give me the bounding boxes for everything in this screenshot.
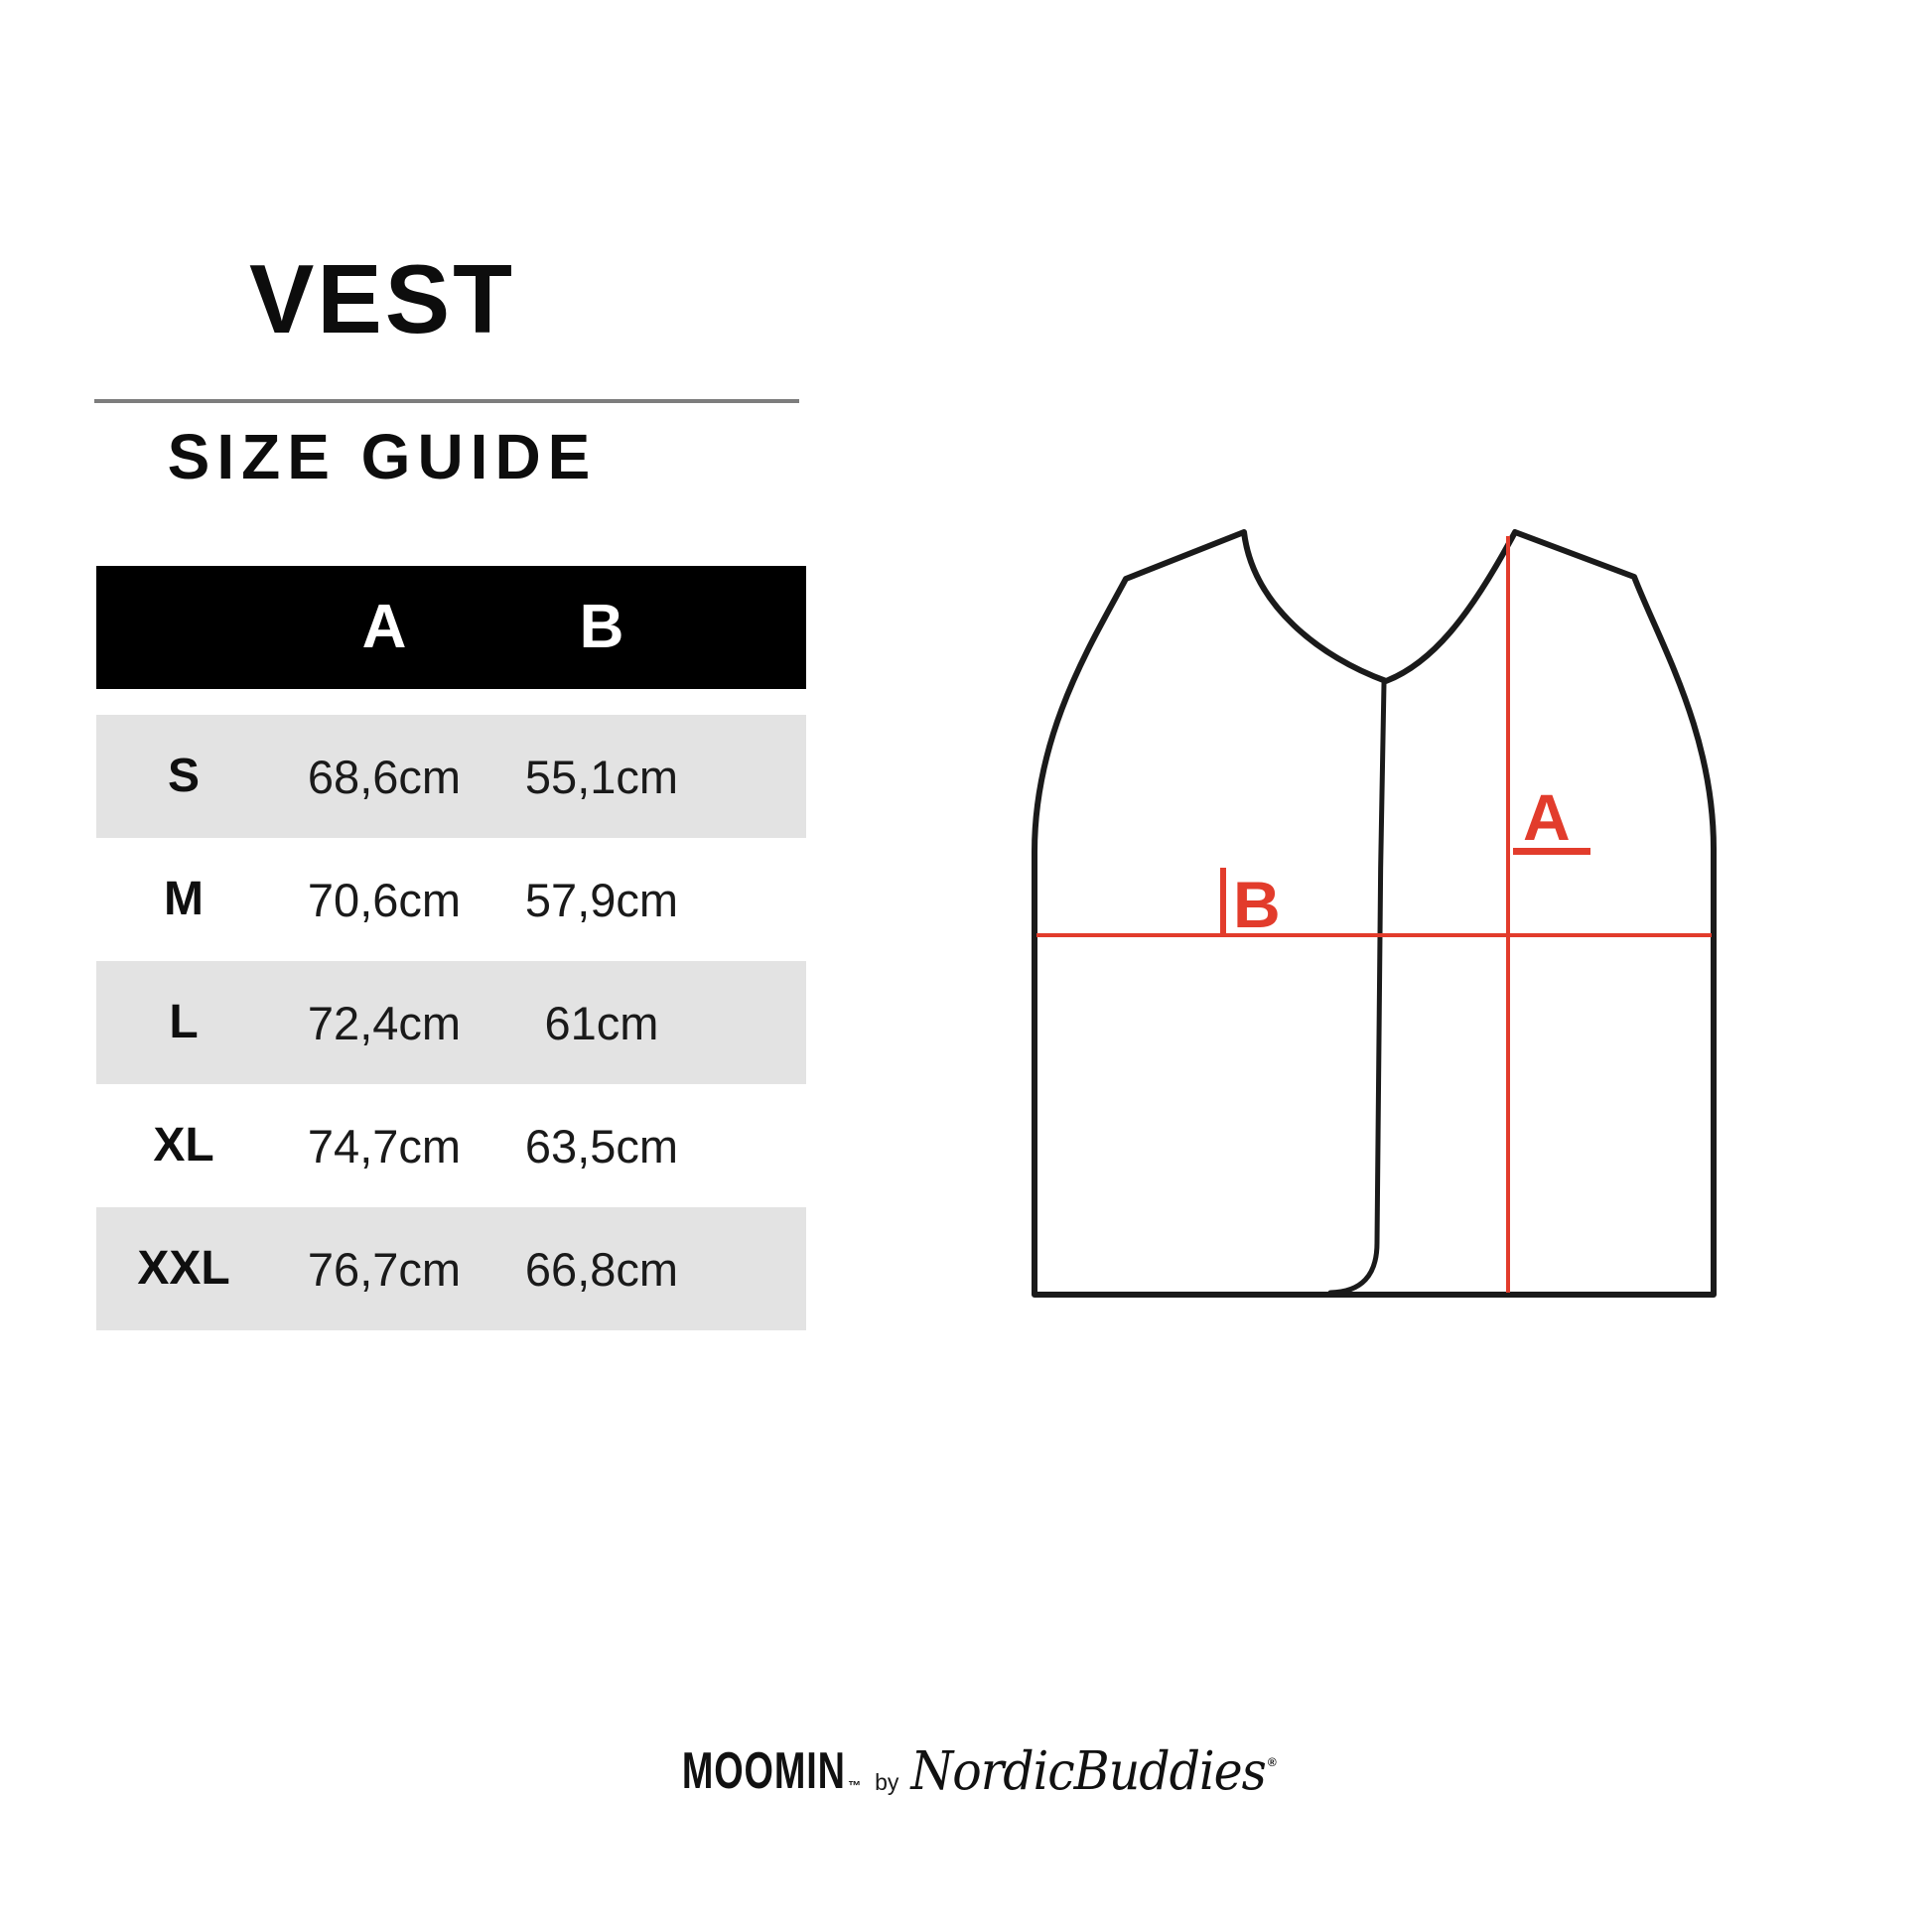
brand-logo: MOOMIN ™ by NordicBuddies ®: [0, 1740, 1932, 1802]
header-cell-a: A: [361, 593, 407, 661]
size-cell: XXL: [137, 1242, 230, 1295]
label-a: A: [1523, 780, 1571, 854]
size-table: A B S 68,6cm 55,1cm M 70,6cm 57,9cm L 72…: [96, 566, 806, 1330]
vest-center-front-line: [1327, 680, 1387, 1296]
measurement-a-cell: 76,7cm: [307, 1242, 462, 1296]
measurement-b-cell: 66,8cm: [524, 1242, 679, 1296]
vest-outline: [1032, 529, 1717, 1298]
size-cell: M: [164, 873, 204, 925]
size-cell: S: [167, 750, 200, 802]
table-row-xxl: XXL 76,7cm 66,8cm: [96, 1207, 806, 1330]
measurement-b-cell: 57,9cm: [524, 873, 679, 926]
logo-by-text: by: [875, 1769, 899, 1795]
size-cell: XL: [153, 1119, 214, 1172]
measurement-a-cell: 70,6cm: [307, 873, 462, 926]
table-row-m: M 70,6cm 57,9cm: [96, 838, 806, 961]
page-title: VEST: [249, 244, 515, 353]
table-row-s: S 68,6cm 55,1cm: [96, 715, 806, 838]
page-subtitle: SIZE GUIDE: [167, 421, 598, 492]
size-cell: L: [169, 996, 199, 1048]
measurement-a-cell: 74,7cm: [307, 1119, 462, 1173]
table-row-l: L 72,4cm 61cm: [96, 961, 806, 1084]
measurement-b-cell: 55,1cm: [524, 750, 679, 803]
trademark-symbol: ™: [848, 1778, 862, 1793]
title-divider-line: [94, 399, 799, 403]
table-row-xl: XL 74,7cm 63,5cm: [96, 1084, 806, 1207]
measurement-a-cell: 72,4cm: [307, 996, 462, 1049]
header-cell-b: B: [579, 593, 624, 661]
vest-diagram: A B: [1032, 529, 1717, 1298]
moomin-wordmark: MOOMIN: [682, 1742, 847, 1800]
measurement-b-cell: 63,5cm: [524, 1119, 679, 1173]
measurement-b-cell: 61cm: [544, 996, 659, 1049]
nordicbuddies-wordmark: NordicBuddies: [910, 1740, 1266, 1802]
table-header-row: A B: [96, 566, 806, 689]
registered-symbol: ®: [1267, 1755, 1277, 1769]
measurement-a-cell: 68,6cm: [307, 750, 462, 803]
label-b: B: [1233, 868, 1281, 941]
label-a-underline: [1513, 848, 1590, 855]
